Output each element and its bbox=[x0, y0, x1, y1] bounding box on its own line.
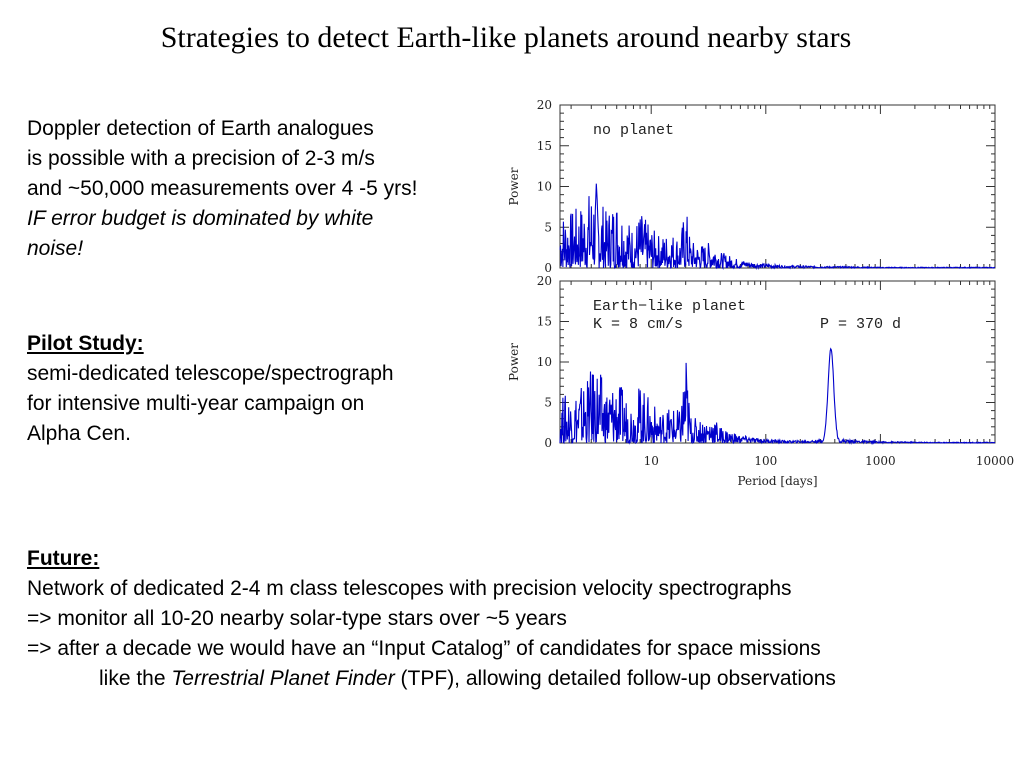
y-axis-label: Power bbox=[507, 167, 521, 205]
pilot-study-block: Pilot Study: semi-dedicated telescope/sp… bbox=[27, 329, 394, 449]
y-tick-label: 15 bbox=[537, 315, 552, 329]
x-tick-label: 10000 bbox=[976, 454, 1014, 468]
y-tick-label: 5 bbox=[544, 396, 552, 410]
y-tick-label: 15 bbox=[537, 139, 552, 153]
x-tick-label: 100 bbox=[754, 454, 777, 468]
x-tick-label: 1000 bbox=[865, 454, 896, 468]
x-tick-label: 10 bbox=[644, 454, 659, 468]
plot-frame bbox=[559, 280, 996, 444]
y-tick-label: 0 bbox=[544, 436, 552, 450]
pilot-study-line: Alpha Cen. bbox=[27, 422, 131, 445]
future-block: Future: Network of dedicated 2-4 m class… bbox=[27, 544, 836, 694]
future-line-tpf: like the Terrestrial Planet Finder (TPF)… bbox=[27, 664, 836, 694]
future-line: Network of dedicated 2-4 m class telesco… bbox=[27, 577, 792, 600]
plot-frame bbox=[559, 104, 996, 269]
x-axis-label: Period [days] bbox=[737, 474, 817, 488]
chart-annotation: Earth−like planet bbox=[593, 298, 746, 315]
y-axis-label: Power bbox=[507, 343, 521, 381]
chart-annotation-k: K = 8 cm/s bbox=[593, 316, 683, 333]
intro-line-italic: IF error budget is dominated by white bbox=[27, 207, 374, 230]
spectrum-line bbox=[559, 183, 995, 271]
y-tick-label: 5 bbox=[544, 220, 552, 234]
y-tick-label: 10 bbox=[537, 355, 552, 369]
intro-line: and ~50,000 measurements over 4 -5 yrs! bbox=[27, 177, 418, 200]
pilot-study-heading: Pilot Study: bbox=[27, 332, 144, 355]
y-tick-label: 20 bbox=[537, 98, 552, 112]
future-line-tpf-post: (TPF), allowing detailed follow-up obser… bbox=[394, 667, 836, 690]
spectrum-line bbox=[559, 347, 996, 446]
y-tick-label: 20 bbox=[537, 274, 552, 288]
future-line-tpf-pre: like the bbox=[99, 667, 172, 690]
intro-text-block: Doppler detection of Earth analogues is … bbox=[27, 114, 417, 264]
future-heading: Future: bbox=[27, 547, 100, 570]
intro-line-italic: noise! bbox=[27, 237, 84, 260]
slide-title: Strategies to detect Earth-like planets … bbox=[160, 21, 852, 54]
pilot-study-line: for intensive multi-year campaign on bbox=[27, 392, 365, 415]
future-line: => after a decade we would have an “Inpu… bbox=[27, 637, 821, 660]
intro-line: is possible with a precision of 2-3 m/s bbox=[27, 147, 375, 170]
future-line-tpf-italic: Terrestrial Planet Finder bbox=[171, 667, 395, 690]
y-tick-label: 10 bbox=[537, 180, 552, 194]
y-tick-label: 0 bbox=[544, 261, 552, 275]
chart-annotation-p: P = 370 d bbox=[820, 316, 901, 333]
intro-line: Doppler detection of Earth analogues bbox=[27, 117, 374, 140]
chart-annotation: no planet bbox=[593, 122, 674, 139]
future-line: => monitor all 10-20 nearby solar-type s… bbox=[27, 607, 567, 630]
pilot-study-line: semi-dedicated telescope/spectrograph bbox=[27, 362, 394, 385]
